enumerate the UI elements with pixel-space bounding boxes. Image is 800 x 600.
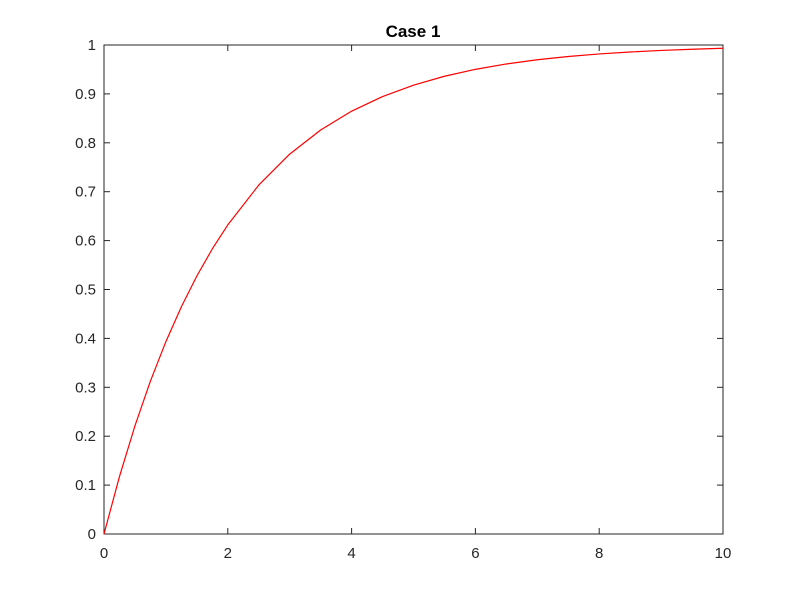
x-tick-label: 6 <box>471 545 479 562</box>
y-tick-label: 0.2 <box>75 428 96 445</box>
y-axis-ticks: 0 0.1 0.2 0.3 0.4 0.5 0.6 0.7 0.8 0.9 1 <box>75 37 723 543</box>
x-tick-label: 4 <box>347 545 355 562</box>
y-tick-label: 0.8 <box>75 135 96 152</box>
x-tick-label: 10 <box>715 545 732 562</box>
x-axis-ticks: 0 2 4 6 8 10 <box>100 45 732 562</box>
plot-area: 0 2 4 6 8 10 0 0.1 0.2 0.3 0.4 0.5 0.6 0.7 0.8 0.9 1 <box>75 37 731 562</box>
y-tick-label: 0.3 <box>75 379 96 396</box>
y-tick-label: 1 <box>88 37 96 54</box>
x-tick-label: 2 <box>224 545 232 562</box>
axes-box <box>103 44 724 535</box>
y-tick-label: 0.5 <box>75 282 96 299</box>
y-tick-label: 0.6 <box>75 233 96 250</box>
y-tick-label: 0.4 <box>75 330 96 347</box>
chart-title: Case 1 <box>386 22 441 41</box>
x-tick-label: 8 <box>595 545 603 562</box>
series-line <box>103 47 724 535</box>
series-layer <box>103 47 724 535</box>
x-tick-label: 0 <box>100 545 108 562</box>
y-tick-label: 0 <box>88 526 96 543</box>
y-tick-label: 0.7 <box>75 184 96 201</box>
y-tick-label: 0.9 <box>75 86 96 103</box>
y-tick-label: 0.1 <box>75 477 96 494</box>
